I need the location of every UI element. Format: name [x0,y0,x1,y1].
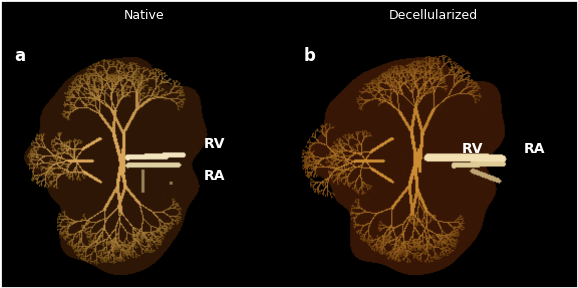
Text: RV: RV [462,142,483,156]
Text: b: b [303,47,315,65]
Text: RV: RV [204,137,225,151]
Text: RA: RA [204,169,225,183]
Text: Decellularized: Decellularized [389,9,478,22]
Text: a: a [14,47,25,65]
Text: RA: RA [524,142,546,156]
Text: Native: Native [124,9,165,22]
